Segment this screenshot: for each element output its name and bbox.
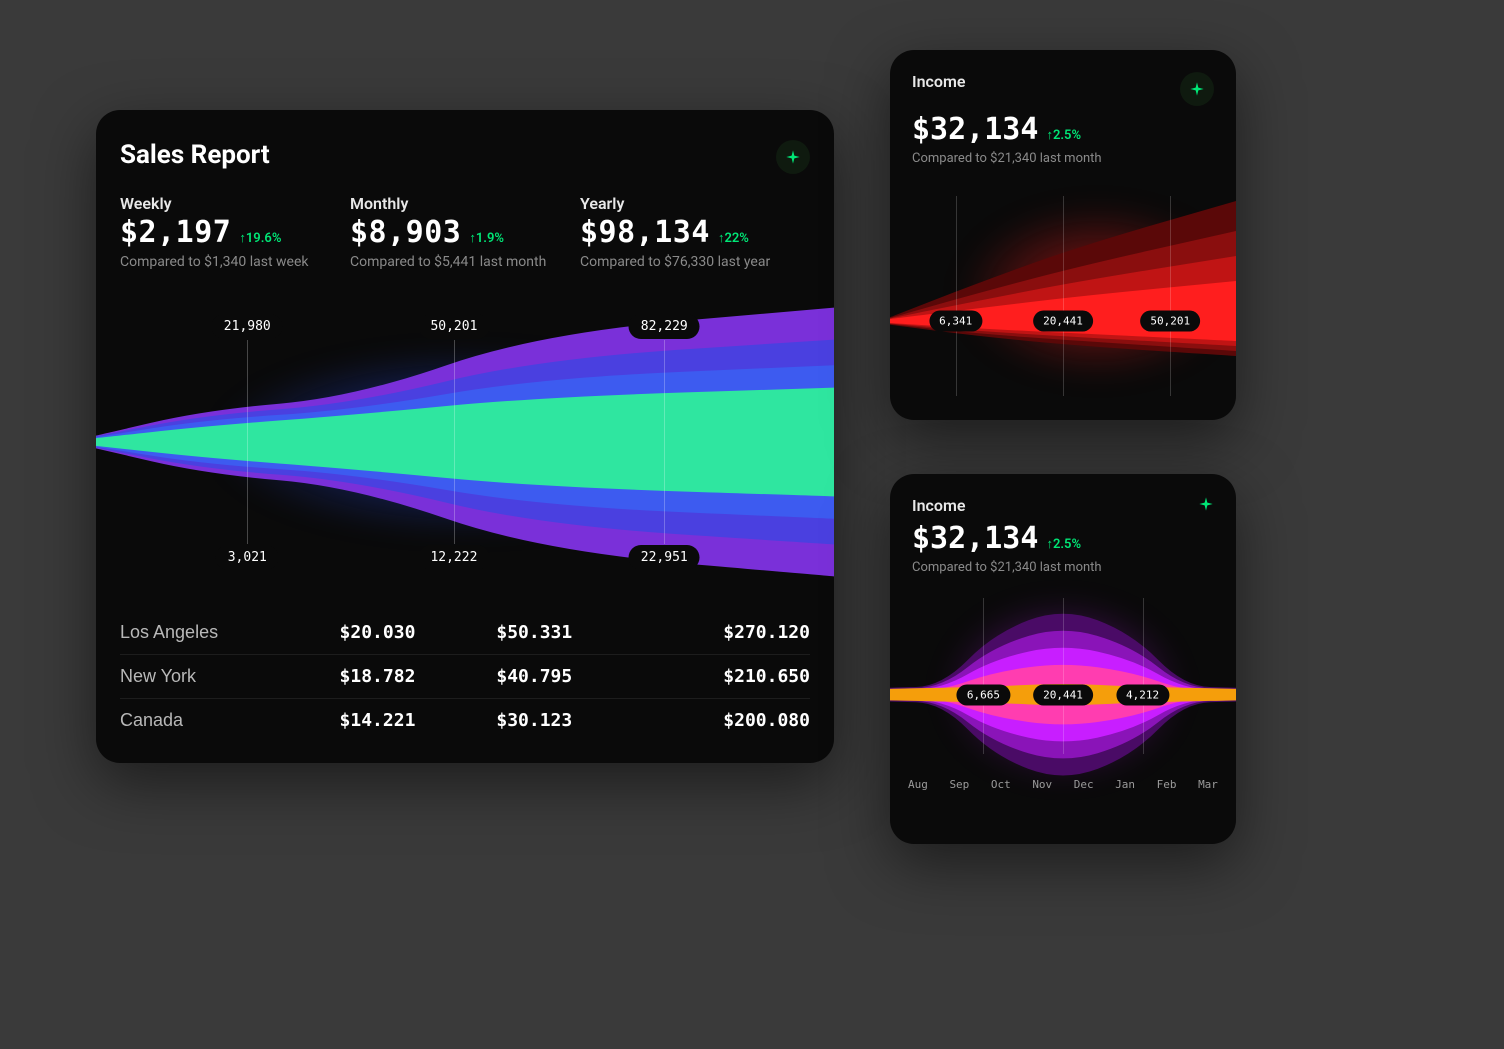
city-cell: Canada xyxy=(120,710,340,731)
chart-pill: 4,212 xyxy=(1116,684,1169,705)
table-row: Canada $14.221 $30.123 $200.080 xyxy=(120,698,810,742)
sparkle-button[interactable] xyxy=(1180,72,1214,106)
chart-marker-line xyxy=(454,340,455,545)
chart-pill: 20,441 xyxy=(1033,684,1093,705)
metric-compare: Compared to $76,330 last year xyxy=(580,254,810,270)
chart-marker-line xyxy=(1063,196,1064,396)
value-cell: $20.030 xyxy=(340,622,497,643)
metric-monthly: Monthly $8,903 ↑1.9% Compared to $5,441 … xyxy=(350,194,580,270)
income-header: Income xyxy=(890,474,1236,521)
chart-marker-line xyxy=(664,340,665,545)
metric-weekly: Weekly $2,197 ↑19.6% Compared to $1,340 … xyxy=(120,194,350,270)
sales-metrics-row: Weekly $2,197 ↑19.6% Compared to $1,340 … xyxy=(96,174,834,278)
chart-marker-line xyxy=(247,340,248,545)
metric-value: $2,197 xyxy=(120,215,231,250)
value-cell: $50.331 xyxy=(496,622,653,643)
chart-pill: 50,201 xyxy=(1140,311,1200,332)
sparkle-icon xyxy=(1198,496,1214,512)
sparkle-icon xyxy=(785,149,801,165)
sales-card-header: Sales Report xyxy=(96,140,834,174)
metric-value: $98,134 xyxy=(580,215,710,250)
metric-compare: Compared to $1,340 last week xyxy=(120,254,350,270)
city-cell: Los Angeles xyxy=(120,622,340,643)
value-cell: $270.120 xyxy=(653,622,810,643)
value-cell: $30.123 xyxy=(496,710,653,731)
chart-pill: 20,441 xyxy=(1033,311,1093,332)
metric-label: Monthly xyxy=(350,194,580,213)
value-cell: $18.782 xyxy=(340,666,497,687)
value-cell: $200.080 xyxy=(653,710,810,731)
chart-pill-bottom: 3,021 xyxy=(216,545,279,570)
income-delta: ↑2.5% xyxy=(1046,127,1081,143)
sales-card-title: Sales Report xyxy=(120,140,270,170)
table-row: Los Angeles $20.030 $50.331 $270.120 xyxy=(120,610,810,654)
metric-compare: Compared to $5,441 last month xyxy=(350,254,580,270)
metric-delta: ↑1.9% xyxy=(469,230,504,246)
sparkle-icon xyxy=(1189,81,1205,97)
metric-label: Yearly xyxy=(580,194,810,213)
sales-report-card: Sales Report Weekly $2,197 ↑19.6% Compar… xyxy=(96,110,834,763)
metric-delta: ↑19.6% xyxy=(239,230,281,246)
chart-pill: 6,665 xyxy=(957,684,1010,705)
income-value: $32,134 xyxy=(912,112,1038,147)
income-card-purple: Income $32,134 ↑2.5% Compared to $21,340… xyxy=(890,474,1236,844)
chart-marker-line xyxy=(1063,598,1064,754)
metric-yearly: Yearly $98,134 ↑22% Compared to $76,330 … xyxy=(580,194,810,270)
income-title: Income xyxy=(912,72,965,91)
chart-pill-top: 50,201 xyxy=(418,314,489,339)
table-row: New York $18.782 $40.795 $210.650 xyxy=(120,654,810,698)
value-cell: $40.795 xyxy=(496,666,653,687)
income-stream-chart-purple: AugSepOctNovDecJanFebMar 6,66520,4414,21… xyxy=(890,575,1236,805)
metric-label: Weekly xyxy=(120,194,350,213)
value-cell: $210.650 xyxy=(653,666,810,687)
chart-marker-line xyxy=(956,196,957,396)
chart-pill-top: 82,229 xyxy=(629,314,700,339)
sparkle-button[interactable] xyxy=(776,140,810,174)
chart-pill-top: 21,980 xyxy=(212,314,283,339)
metric-delta: ↑22% xyxy=(718,230,749,246)
metric-value: $8,903 xyxy=(350,215,461,250)
city-cell: New York xyxy=(120,666,340,687)
sales-stream-chart: 21,980 3,021 50,201 12,222 82,229 22,951 xyxy=(96,282,834,602)
chart-pill-bottom: 22,951 xyxy=(629,545,700,570)
income-value: $32,134 xyxy=(912,521,1038,556)
chart-marker-line xyxy=(1143,598,1144,754)
income-stream-chart-red: 6,341 20,441 50,201 xyxy=(890,166,1236,416)
income-title: Income xyxy=(912,496,965,515)
chart-pill-bottom: 12,222 xyxy=(418,545,489,570)
income-header: Income xyxy=(890,50,1236,112)
sales-table: Los Angeles $20.030 $50.331 $270.120 New… xyxy=(96,602,834,742)
income-compare: Compared to $21,340 last month xyxy=(890,147,1236,166)
chart-pill: 6,341 xyxy=(929,311,982,332)
income-delta: ↑2.5% xyxy=(1046,536,1081,552)
value-cell: $14.221 xyxy=(340,710,497,731)
chart-marker-line xyxy=(983,598,984,754)
income-card-red: Income $32,134 ↑2.5% Compared to $21,340… xyxy=(890,50,1236,420)
income-compare: Compared to $21,340 last month xyxy=(890,556,1236,575)
chart-marker-line xyxy=(1170,196,1171,396)
